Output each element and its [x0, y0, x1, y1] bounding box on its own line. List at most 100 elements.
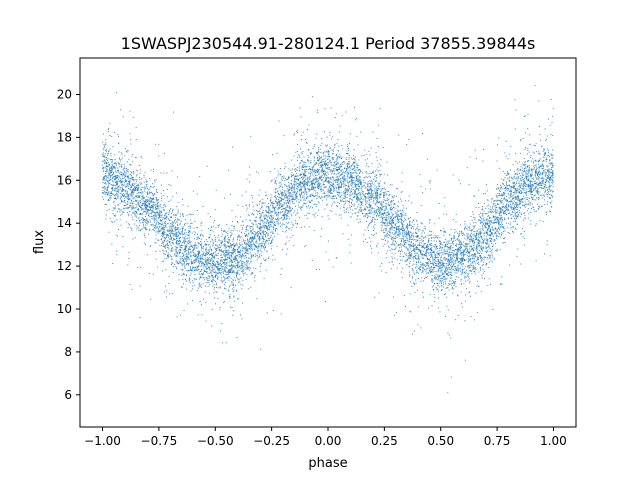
- data-point: [255, 245, 257, 247]
- data-point: [453, 281, 455, 283]
- data-point: [213, 271, 215, 273]
- data-point: [307, 160, 309, 162]
- data-point: [505, 211, 507, 213]
- data-point: [356, 195, 358, 197]
- data-point: [207, 275, 209, 277]
- data-point: [119, 180, 121, 182]
- data-point: [162, 230, 164, 232]
- data-point: [377, 199, 378, 201]
- data-point: [245, 250, 247, 252]
- data-point: [380, 193, 382, 195]
- data-point: [457, 295, 459, 297]
- data-point: [242, 254, 244, 256]
- data-point: [476, 247, 478, 249]
- data-point: [129, 202, 131, 204]
- data-point: [392, 218, 394, 220]
- data-point: [290, 229, 292, 231]
- data-point: [361, 210, 363, 212]
- data-point: [413, 284, 415, 286]
- data-point: [305, 161, 307, 163]
- data-point: [372, 170, 374, 172]
- data-point: [363, 179, 365, 181]
- data-point: [115, 181, 117, 182]
- data-point: [193, 261, 195, 263]
- data-point: [522, 188, 524, 190]
- data-point: [547, 178, 549, 179]
- data-point: [487, 199, 489, 201]
- data-point: [259, 235, 261, 237]
- data-point: [388, 195, 390, 197]
- data-point: [289, 192, 291, 193]
- data-point: [283, 177, 285, 179]
- data-point: [283, 202, 285, 203]
- data-point: [272, 206, 274, 208]
- data-point: [351, 206, 352, 207]
- data-point: [155, 215, 157, 217]
- data-point: [385, 213, 387, 215]
- data-point: [428, 243, 430, 245]
- data-point: [435, 246, 437, 248]
- data-point: [334, 164, 336, 166]
- data-point: [102, 187, 104, 188]
- data-point: [109, 195, 111, 197]
- data-point: [397, 259, 399, 261]
- data-point: [366, 202, 368, 204]
- data-point: [247, 248, 249, 250]
- data-point: [347, 212, 349, 214]
- data-point: [201, 249, 203, 251]
- data-point: [476, 248, 478, 250]
- data-point: [546, 179, 548, 181]
- data-point: [214, 262, 216, 264]
- data-point: [532, 162, 534, 164]
- data-point: [260, 229, 262, 231]
- data-point: [344, 192, 346, 194]
- data-point: [277, 204, 279, 206]
- data-point: [268, 228, 270, 230]
- data-point: [491, 220, 493, 222]
- data-point: [406, 229, 408, 231]
- data-point: [331, 210, 333, 212]
- data-point: [382, 239, 384, 241]
- data-point: [482, 265, 484, 267]
- data-point: [507, 209, 509, 211]
- data-point: [226, 253, 228, 255]
- data-point: [217, 254, 219, 256]
- data-point: [498, 187, 499, 189]
- data-point: [513, 197, 515, 199]
- data-point: [286, 218, 288, 219]
- data-point: [416, 247, 418, 248]
- data-point: [495, 194, 497, 196]
- data-point: [453, 264, 455, 266]
- data-point: [393, 203, 395, 205]
- data-point: [128, 183, 130, 185]
- data-point: [330, 170, 332, 172]
- data-point: [224, 278, 226, 280]
- data-point: [181, 228, 183, 230]
- data-point: [448, 264, 450, 266]
- data-point: [494, 227, 496, 229]
- data-point: [263, 216, 265, 218]
- data-point: [389, 213, 391, 215]
- data-point: [497, 210, 499, 212]
- data-point: [547, 193, 549, 195]
- data-point: [102, 161, 104, 163]
- data-point: [217, 236, 219, 238]
- data-point: [552, 115, 554, 117]
- data-point: [475, 233, 477, 235]
- data-point: [319, 157, 321, 159]
- data-point: [147, 193, 149, 195]
- data-point: [367, 198, 369, 199]
- data-point: [133, 180, 135, 182]
- data-point: [118, 142, 120, 144]
- data-point: [250, 237, 252, 238]
- data-point: [260, 216, 262, 218]
- data-point: [468, 278, 470, 280]
- data-point: [483, 238, 485, 240]
- data-point: [107, 192, 109, 194]
- data-point: [487, 241, 489, 243]
- data-point: [259, 240, 260, 242]
- data-point: [536, 172, 538, 174]
- data-point: [168, 238, 170, 240]
- data-point: [524, 217, 526, 219]
- data-point: [385, 208, 387, 210]
